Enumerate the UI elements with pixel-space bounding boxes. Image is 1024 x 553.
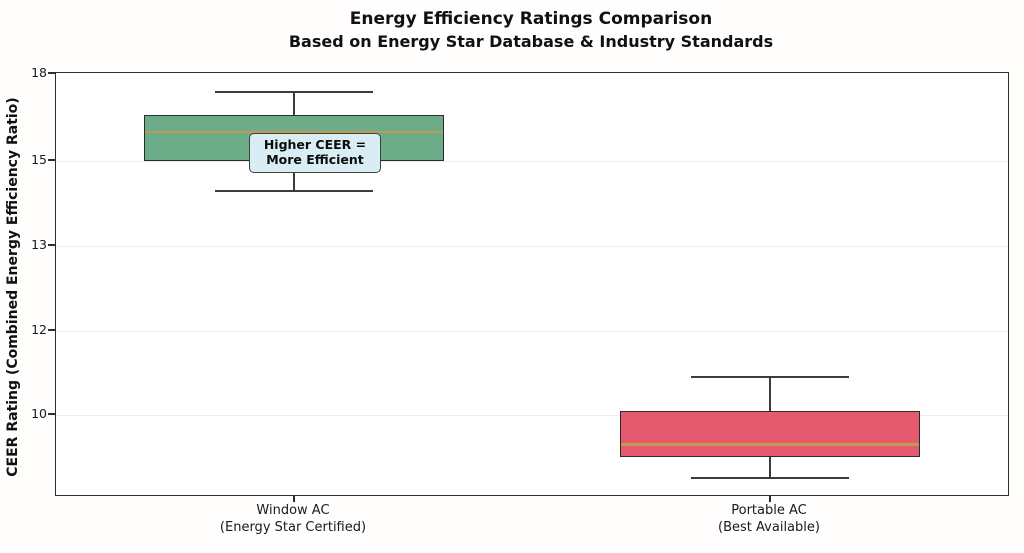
whisker-upper-window-ac — [293, 91, 295, 115]
whisker-lower-window-ac — [293, 161, 295, 192]
median-line-window-ac — [145, 130, 443, 134]
plot-area: Higher CEER = More Efficient — [55, 72, 1009, 502]
chart-title: Energy Efficiency Ratings Comparison — [349, 9, 713, 29]
x-tick-mark-portable-ac — [769, 496, 771, 502]
whisker-lower-portable-ac — [769, 457, 771, 479]
median-line-portable-ac — [621, 443, 919, 446]
y-tick-label: 10 — [31, 406, 47, 422]
y-tick-label: 12 — [31, 322, 47, 338]
box-portable-ac — [620, 411, 920, 458]
y-tick-label: 13 — [31, 237, 47, 253]
x-category-label-window-ac: Window AC (Energy Star Certified) — [219, 503, 367, 535]
y-gridline — [56, 414, 1008, 416]
y-gridline — [56, 160, 1008, 162]
whisker-cap-top-window-ac — [214, 90, 373, 93]
y-gridline — [56, 330, 1008, 332]
y-axis-label: CEER Rating (Combined Energy Efficiency … — [5, 97, 21, 477]
y-tick-mark — [48, 72, 55, 75]
y-tick-mark — [48, 159, 55, 161]
whisker-upper-portable-ac — [769, 377, 771, 412]
y-tick-label: 15 — [31, 152, 47, 168]
y-tick-label: 18 — [31, 65, 47, 81]
y-tick-mark — [48, 413, 55, 416]
y-gridline — [56, 245, 1008, 247]
whisker-cap-top-portable-ac — [690, 376, 849, 379]
annotation-callout: Higher CEER = More Efficient — [249, 133, 381, 173]
annotation-line2: More Efficient — [266, 152, 364, 168]
y-tick-mark — [48, 244, 55, 247]
annotation-line1: Higher CEER = — [263, 137, 367, 152]
whisker-cap-bottom-portable-ac — [690, 477, 849, 480]
whisker-cap-bottom-window-ac — [214, 190, 373, 193]
x-tick-mark-window-ac — [293, 496, 295, 502]
x-category-label-portable-ac: Portable AC (Best Available) — [718, 503, 820, 535]
y-tick-mark — [48, 329, 55, 332]
chart-title-block: Energy Efficiency Ratings Comparison Bas… — [55, 8, 1007, 53]
chart-subtitle: Based on Energy Star Database & Industry… — [288, 31, 774, 51]
